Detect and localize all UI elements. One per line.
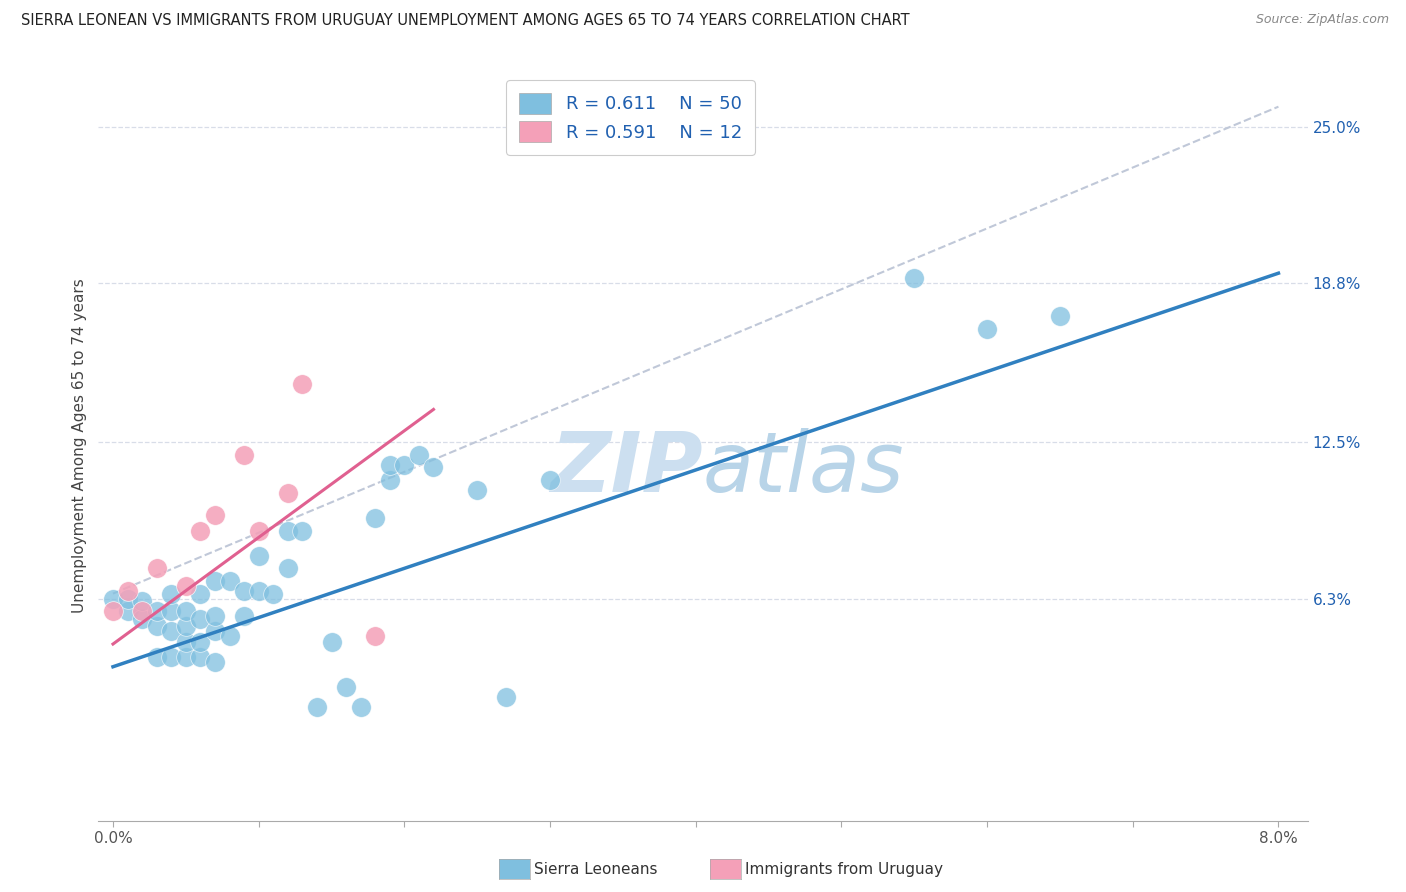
Point: [145, 619, 167, 633]
Point: [204, 655, 226, 669]
Point: [117, 604, 139, 618]
Point: [174, 579, 197, 593]
Point: [233, 448, 256, 462]
Point: [408, 448, 430, 462]
Point: [160, 624, 183, 639]
Point: [131, 604, 153, 618]
Point: [422, 460, 444, 475]
Point: [190, 524, 212, 538]
Point: [233, 609, 256, 624]
Point: [247, 549, 270, 563]
Text: ZIP: ZIP: [550, 428, 703, 509]
Point: [204, 609, 226, 624]
Point: [174, 619, 197, 633]
Point: [247, 584, 270, 599]
Text: Source: ZipAtlas.com: Source: ZipAtlas.com: [1256, 13, 1389, 27]
Point: [204, 508, 226, 523]
Point: [903, 271, 925, 285]
Point: [218, 574, 240, 588]
Point: [145, 561, 167, 575]
Point: [204, 574, 226, 588]
Point: [174, 634, 197, 648]
Legend: R = 0.611    N = 50, R = 0.591    N = 12: R = 0.611 N = 50, R = 0.591 N = 12: [506, 80, 755, 154]
Point: [174, 649, 197, 664]
Text: atlas: atlas: [703, 428, 904, 509]
Point: [495, 690, 517, 704]
Point: [291, 377, 314, 392]
Point: [190, 586, 212, 600]
Point: [101, 604, 124, 618]
Text: SIERRA LEONEAN VS IMMIGRANTS FROM URUGUAY UNEMPLOYMENT AMONG AGES 65 TO 74 YEARS: SIERRA LEONEAN VS IMMIGRANTS FROM URUGUA…: [21, 13, 910, 29]
Point: [174, 604, 197, 618]
Point: [204, 624, 226, 639]
Point: [277, 485, 299, 500]
Point: [364, 630, 387, 644]
Y-axis label: Unemployment Among Ages 65 to 74 years: Unemployment Among Ages 65 to 74 years: [72, 278, 87, 614]
Point: [394, 458, 416, 472]
Point: [190, 649, 212, 664]
Point: [277, 524, 299, 538]
Point: [101, 591, 124, 606]
Point: [291, 524, 314, 538]
Point: [262, 586, 284, 600]
Text: Sierra Leoneans: Sierra Leoneans: [534, 863, 658, 877]
Point: [233, 584, 256, 599]
Point: [190, 612, 212, 626]
Point: [247, 524, 270, 538]
Point: [131, 594, 153, 608]
Point: [321, 634, 343, 648]
Text: Immigrants from Uruguay: Immigrants from Uruguay: [745, 863, 943, 877]
Point: [538, 473, 561, 487]
Point: [465, 483, 488, 497]
Point: [160, 649, 183, 664]
Point: [117, 584, 139, 599]
Point: [364, 511, 387, 525]
Point: [378, 458, 401, 472]
Point: [131, 612, 153, 626]
Point: [145, 604, 167, 618]
Point: [1049, 309, 1071, 323]
Point: [350, 700, 373, 714]
Point: [160, 586, 183, 600]
Point: [145, 649, 167, 664]
Point: [160, 604, 183, 618]
Point: [305, 700, 328, 714]
Point: [277, 561, 299, 575]
Point: [335, 680, 357, 694]
Point: [976, 321, 998, 335]
Point: [378, 473, 401, 487]
Point: [218, 630, 240, 644]
Point: [117, 591, 139, 606]
Point: [190, 634, 212, 648]
